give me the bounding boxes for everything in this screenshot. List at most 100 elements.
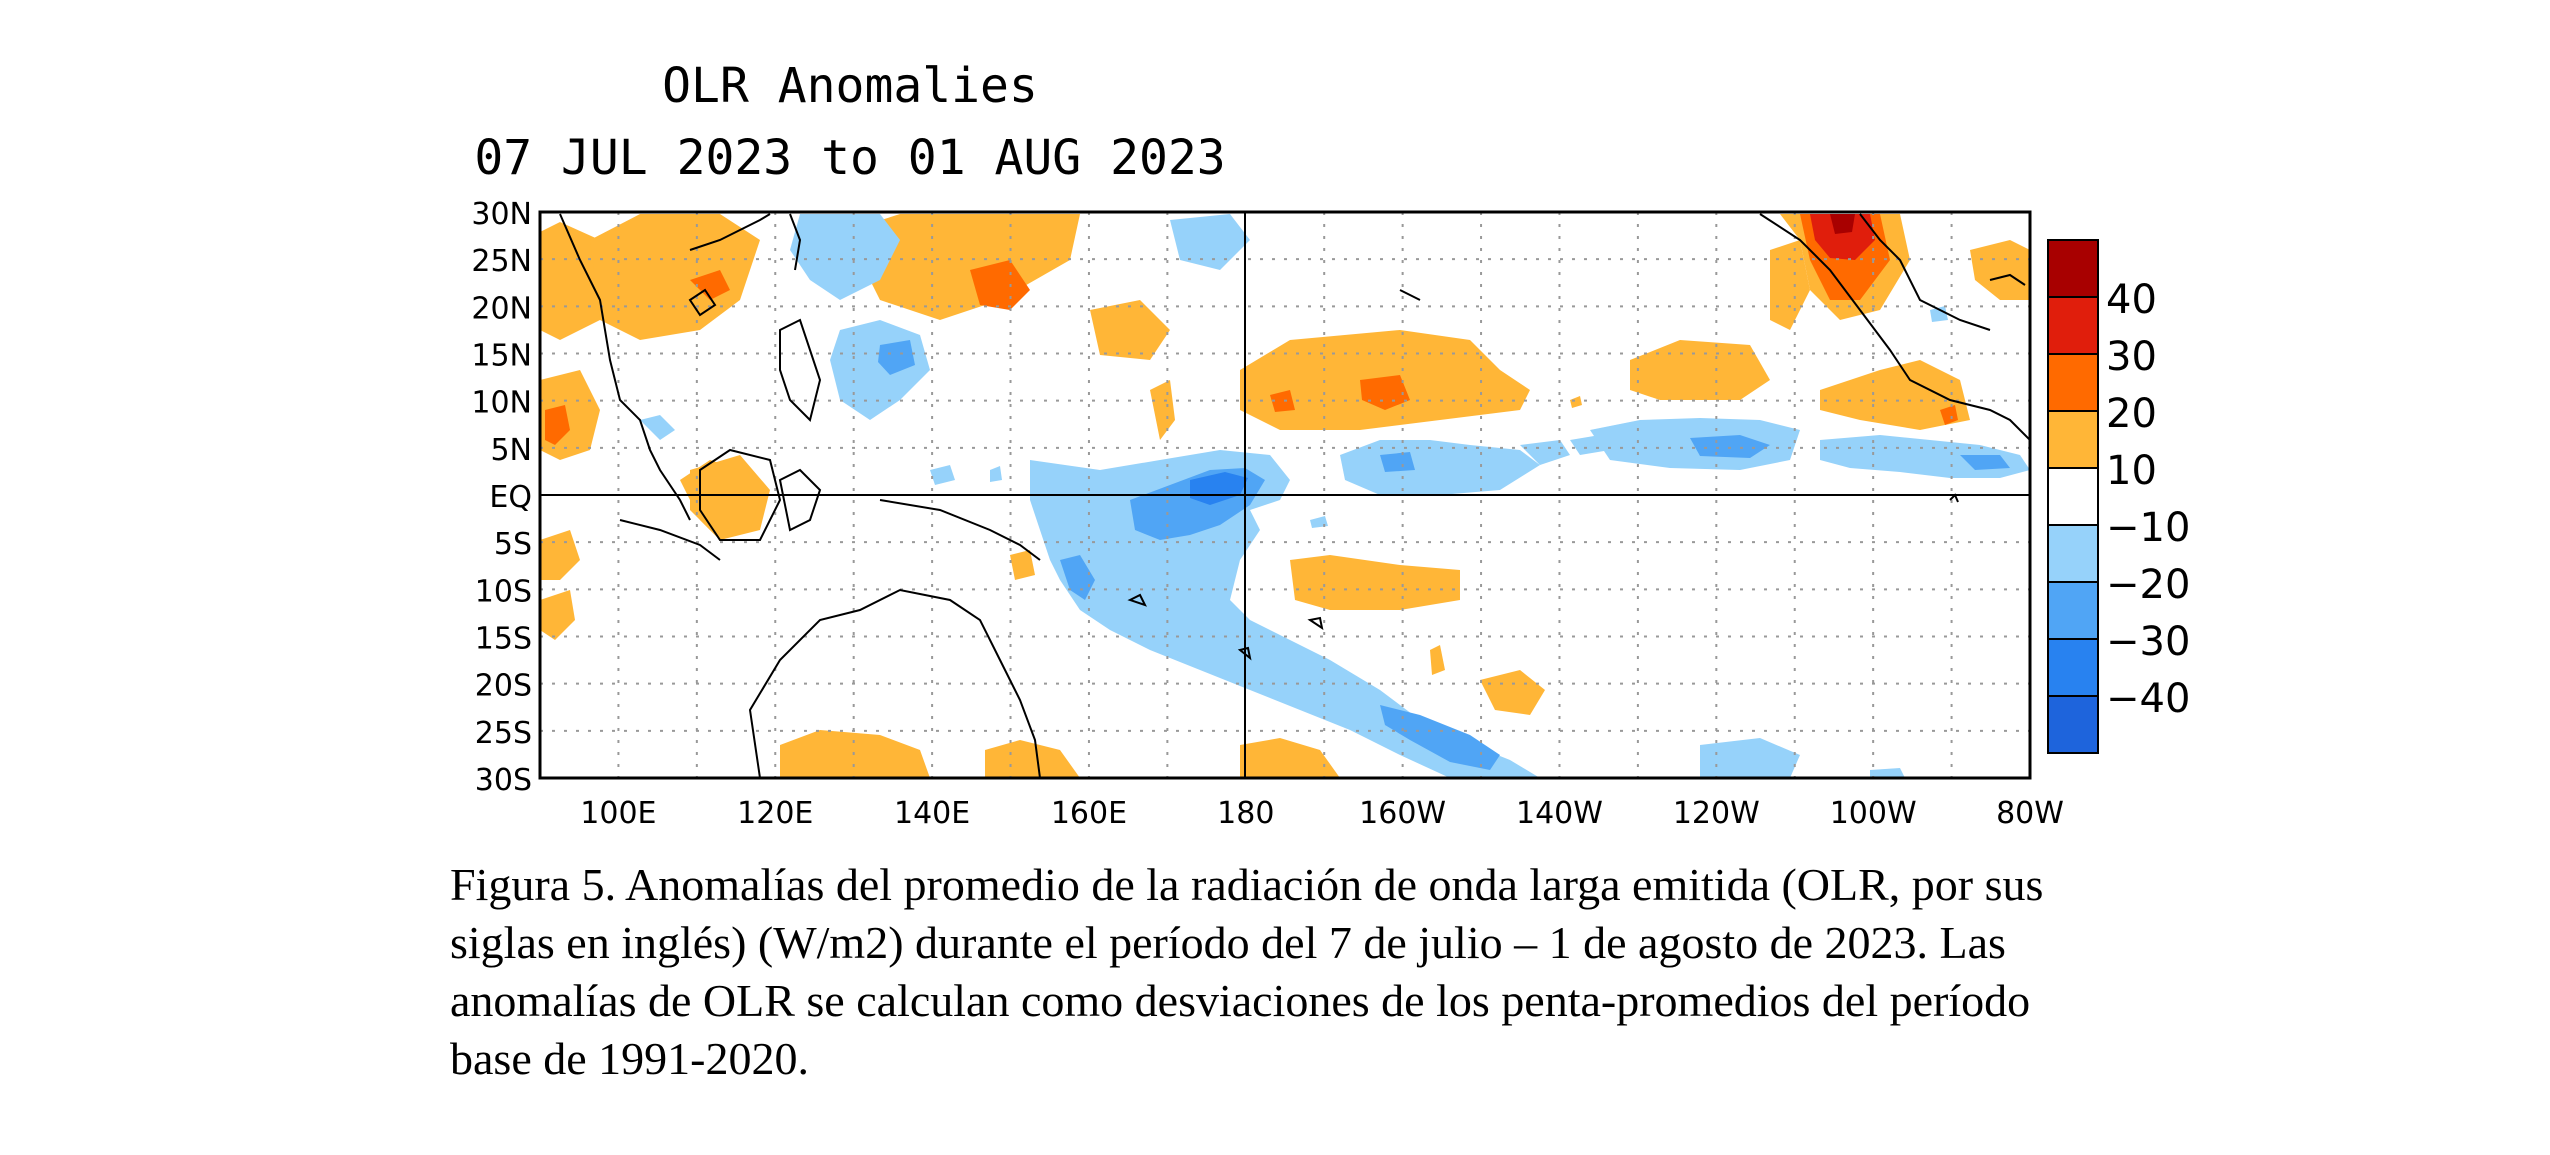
coastline-borneo bbox=[699, 448, 782, 541]
coastline-gulf bbox=[1859, 213, 1991, 331]
caption-line: Figura 5. Anomalías del promedio de la r… bbox=[450, 859, 2044, 910]
positive-anomaly-max bbox=[1830, 214, 1855, 234]
positive-anomaly-region bbox=[1150, 380, 1175, 440]
lon-tick-label: 160W bbox=[1359, 796, 1446, 831]
positive-anomaly-region bbox=[1090, 300, 1170, 360]
coastline-cuba bbox=[1989, 273, 2026, 286]
colorbar-segment bbox=[2047, 581, 2099, 640]
lat-tick-label: 5S bbox=[494, 527, 532, 562]
positive-anomaly-region bbox=[850, 214, 1080, 320]
positive-anomaly-region bbox=[1630, 340, 1770, 400]
positive-anomaly-very-strong bbox=[1810, 214, 1875, 260]
positive-anomaly-region bbox=[1570, 396, 1582, 408]
negative-anomaly-region bbox=[1700, 738, 1800, 778]
coastline-taiwan bbox=[789, 213, 802, 271]
positive-anomaly-region bbox=[780, 730, 930, 778]
positive-anomaly-region bbox=[985, 740, 1080, 778]
lon-tick-label: 120E bbox=[737, 796, 813, 831]
positive-anomaly-core bbox=[690, 270, 730, 300]
coastline-sulawesi bbox=[778, 468, 822, 532]
positive-anomaly-core bbox=[1360, 375, 1410, 410]
negative-anomaly-core bbox=[1060, 555, 1095, 600]
positive-anomaly-region bbox=[1820, 360, 1970, 430]
coastline-philippines bbox=[779, 318, 822, 422]
positive-anomaly-extreme bbox=[1830, 214, 1855, 234]
negative-anomaly-peak bbox=[1190, 472, 1248, 505]
colorbar-segment bbox=[2047, 239, 2099, 298]
coastline-mexico bbox=[1759, 213, 2030, 441]
negative-anomaly-region bbox=[930, 465, 955, 485]
positive-anomaly-core bbox=[1270, 390, 1295, 412]
latitude-labels: 30N 25N 20N 15N 10N 5N EQ 5S 10S 15S 20S 25S 30S bbox=[471, 197, 532, 798]
lon-tick-label: 120W bbox=[1673, 796, 1760, 831]
lat-tick-label: 5N bbox=[490, 433, 532, 468]
positive-anomaly-region bbox=[1480, 670, 1545, 715]
lat-tick-label: 25N bbox=[471, 244, 532, 279]
colorbar-tick-label: −10 bbox=[2106, 505, 2190, 551]
negative-anomaly-region bbox=[790, 214, 900, 300]
negative-anomaly-core bbox=[1960, 455, 2010, 470]
colorbar-tick-label: 30 bbox=[2106, 334, 2157, 380]
caption-line: siglas en inglés) (W/m2) durante el perí… bbox=[450, 917, 2006, 968]
colorbar-tick-label: 20 bbox=[2106, 391, 2157, 437]
lat-tick-label: 25S bbox=[475, 716, 532, 751]
negative-anomaly-region bbox=[1870, 768, 1905, 778]
negative-anomaly-very-strong bbox=[1190, 472, 1248, 505]
lon-tick-label: 100E bbox=[580, 796, 656, 831]
positive-anomaly-region bbox=[590, 214, 760, 340]
positive-anomaly-region bbox=[540, 590, 575, 640]
colorbar-tick-label: −30 bbox=[2106, 619, 2190, 665]
coastline-hainan bbox=[688, 288, 717, 317]
colorbar-segment bbox=[2047, 467, 2099, 526]
coastline-china bbox=[689, 213, 771, 251]
colorbar-tick-label: 40 bbox=[2106, 277, 2157, 323]
positive-anomaly-core bbox=[545, 405, 570, 445]
map-title: OLR Anomalies bbox=[662, 58, 1038, 114]
coastline-new-guinea bbox=[879, 499, 1041, 561]
lat-tick-label: EQ bbox=[489, 480, 532, 515]
lat-tick-label: 30N bbox=[471, 197, 532, 232]
colorbar-segment bbox=[2047, 638, 2099, 697]
longitude-labels: 100E 120E 140E 160E 180 160W 140W 120W 100W 80W bbox=[580, 796, 2064, 831]
coastline-island bbox=[1127, 593, 1147, 607]
coastline-hawaii bbox=[1399, 289, 1421, 301]
negative-anomaly-region bbox=[1930, 306, 1948, 322]
coastline-java bbox=[619, 519, 721, 561]
negative-anomaly-region bbox=[1520, 440, 1570, 465]
negative-anomaly-core bbox=[1380, 705, 1500, 770]
lon-tick-label: 100W bbox=[1830, 796, 1917, 831]
negative-anomaly-core bbox=[1380, 452, 1415, 472]
negative-anomaly-core bbox=[878, 340, 915, 375]
figure-caption: Figura 5. Anomalías del promedio de la r… bbox=[450, 856, 2270, 1088]
lat-tick-label: 30S bbox=[475, 763, 532, 798]
lat-tick-label: 20S bbox=[475, 669, 532, 704]
map-frame bbox=[538, 210, 2032, 780]
lon-tick-label: 80W bbox=[1996, 796, 2064, 831]
negative-anomaly-region bbox=[990, 466, 1002, 482]
positive-anomaly-region bbox=[1430, 645, 1445, 675]
colorbar-segment bbox=[2047, 695, 2099, 754]
colorbar-tick-label: −20 bbox=[2106, 562, 2190, 608]
coastline-australia bbox=[748, 588, 1041, 778]
coastline-island bbox=[1307, 616, 1324, 631]
negative-anomaly-region bbox=[1170, 214, 1250, 270]
positive-anomaly-region bbox=[1290, 555, 1460, 610]
positive-anomaly-region bbox=[1010, 550, 1035, 580]
positive-anomaly-region bbox=[1240, 738, 1340, 778]
colorbar bbox=[2047, 239, 2099, 754]
positive-anomaly-region bbox=[1770, 240, 1810, 330]
positive-anomaly-region bbox=[1970, 240, 2030, 300]
negative-anomaly-region bbox=[1340, 440, 1540, 495]
colorbar-tick-label: −40 bbox=[2106, 676, 2190, 722]
map-subtitle-dates: 07 JUL 2023 to 01 AUG 2023 bbox=[474, 130, 1226, 186]
colorbar-labels: 40 30 20 10 −10 −20 −30 −40 bbox=[2106, 277, 2190, 722]
lat-tick-label: 10N bbox=[471, 386, 532, 421]
caption-line: anomalías de OLR se calculan como desvia… bbox=[450, 975, 2031, 1026]
positive-anomaly-region bbox=[540, 530, 580, 580]
positive-anomaly-core bbox=[970, 260, 1030, 310]
negative-anomaly-core bbox=[1690, 435, 1770, 458]
lat-tick-label: 10S bbox=[475, 574, 532, 609]
coastline-asia bbox=[559, 213, 691, 521]
